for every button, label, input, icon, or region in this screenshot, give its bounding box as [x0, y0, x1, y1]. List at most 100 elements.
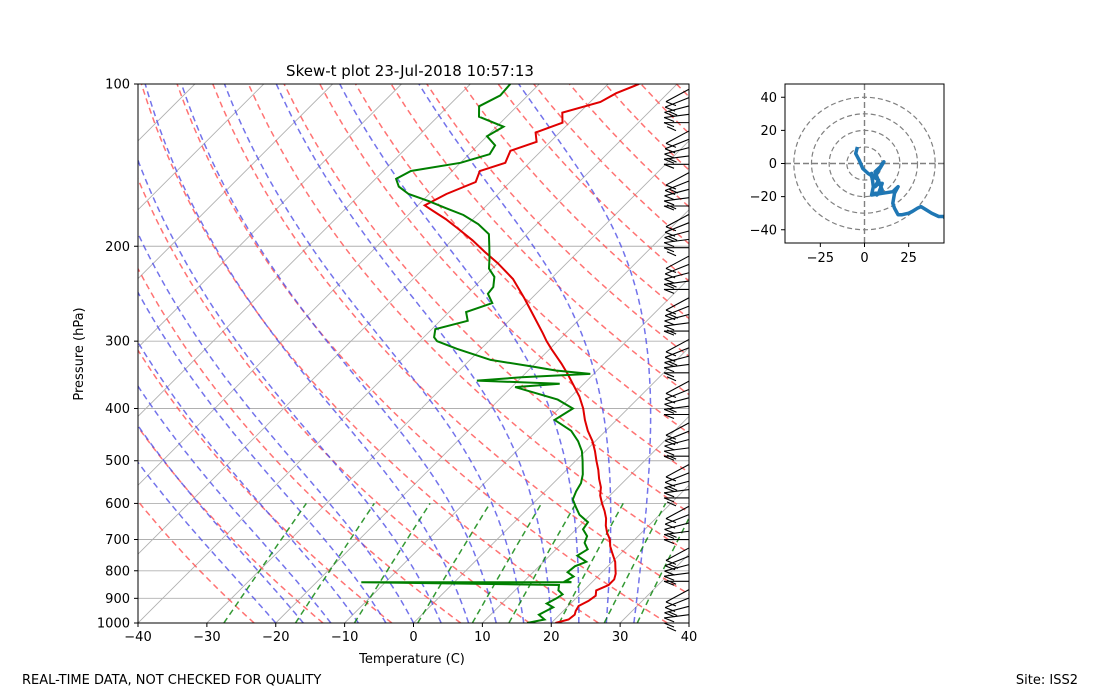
wind-barb-flag — [664, 195, 675, 201]
wind-barb-flag — [667, 532, 677, 538]
wind-barb-staff — [665, 422, 690, 436]
wind-barb-flag — [664, 153, 675, 159]
wind-barb-flag — [663, 163, 675, 169]
wind-barb-staff — [665, 338, 690, 353]
wind-barb-flag — [663, 450, 675, 456]
moist-adiabat — [339, 84, 580, 623]
wind-barb-flag — [663, 205, 675, 211]
wind-barb-staff — [664, 397, 690, 405]
x-axis-label: Temperature (C) — [358, 652, 465, 667]
dry-adiabat — [138, 177, 531, 623]
wind-barb-flag — [665, 226, 677, 232]
wind-barb-staff — [664, 322, 690, 327]
wind-barb-staff — [664, 97, 690, 108]
dry-adiabat — [640, 84, 689, 135]
wind-barb-flag — [664, 565, 676, 571]
wind-barb-flag — [663, 408, 675, 414]
moist-adiabat — [138, 290, 387, 623]
hodograph-trace — [853, 146, 944, 221]
x-tick-label: 40 — [681, 630, 698, 645]
wind-barb-staff — [664, 347, 690, 358]
isotherm-line — [138, 84, 333, 280]
hodograph-x-tick-label: 25 — [900, 251, 917, 266]
isotherm-line — [275, 209, 689, 623]
wind-barb-staff — [664, 197, 690, 202]
skewt-panel: −40 −30 −20 −10 0 10 20 30 40 1000 900 800 700 600 50… — [72, 62, 698, 667]
x-tick-label: 30 — [612, 630, 629, 645]
wind-barb-flag — [664, 320, 675, 326]
wind-barb-flag — [663, 330, 675, 336]
wind-barb-flag — [666, 376, 677, 382]
y-tick-label: 900 — [105, 592, 130, 607]
hodograph-ring — [810, 113, 919, 214]
wind-barb-flag — [664, 445, 675, 451]
isotherm-line — [138, 84, 402, 349]
wind-barb-flag — [663, 288, 675, 294]
mixing-ratio-line — [471, 503, 543, 623]
skewt-series — [361, 84, 640, 623]
wind-barb-staff — [664, 147, 690, 155]
wind-barb-flag — [665, 142, 677, 148]
wind-barb-flag — [663, 455, 675, 461]
hodograph-y-tick-label: 0 — [769, 157, 777, 172]
wind-barb-flag — [667, 407, 677, 413]
isotherm-line — [688, 622, 689, 623]
mixing-ratio-line — [223, 502, 307, 623]
moist-adiabat — [144, 84, 470, 623]
wind-barb-flag — [665, 601, 677, 607]
wind-barb-staff — [664, 263, 690, 275]
dry-adiabat — [568, 84, 689, 208]
wind-barb-flag — [664, 111, 675, 117]
chart-title: Skew-t plot 23-Jul-2018 10:57:13 — [286, 62, 534, 80]
wind-barb-staff — [664, 489, 690, 494]
isotherm-line — [138, 84, 540, 486]
dry-adiabat — [390, 84, 689, 396]
hodograph-y-tick-label: −40 — [750, 223, 777, 238]
hodograph-x-tick-label: 0 — [860, 251, 868, 266]
dry-adiabat — [533, 84, 689, 245]
wind-barb-flag — [663, 413, 675, 420]
wind-barb-flag — [668, 313, 679, 319]
wind-barb-staff — [665, 213, 690, 228]
x-tick-label: −10 — [331, 630, 358, 645]
wind-barb-flag — [664, 148, 676, 154]
mixing-ratio-line — [417, 503, 491, 623]
wind-barb-flag — [665, 184, 677, 190]
wind-barb-flag — [666, 204, 677, 210]
wind-barbs — [663, 88, 690, 632]
wind-barb-staff — [665, 505, 690, 520]
dry-adiabat — [138, 425, 324, 623]
isotherm-line — [138, 84, 609, 555]
wind-barb-staff — [664, 113, 690, 119]
dry-adiabat — [426, 84, 689, 358]
wind-barb-flag — [665, 518, 677, 524]
mixing-ratio-line — [636, 516, 689, 623]
moist-adiabat — [138, 461, 277, 623]
wind-barb-flag — [664, 612, 675, 618]
dry-adiabat — [675, 84, 689, 98]
wind-barb-flag — [667, 610, 678, 617]
temperature-line — [422, 84, 640, 623]
hodograph-y-tick-label: 20 — [760, 124, 777, 139]
wind-barb-staff — [665, 589, 690, 603]
moist-adiabat — [223, 84, 525, 623]
x-tick-label: 20 — [543, 630, 560, 645]
wind-barb-flag — [664, 398, 676, 404]
wind-barb-staff — [664, 272, 690, 280]
wind-barb-flag — [668, 438, 679, 444]
wind-barb-flag — [666, 251, 677, 257]
wind-barb-flag — [665, 309, 677, 315]
wind-barb-flag — [663, 122, 675, 128]
wind-barb-flag — [664, 278, 675, 284]
y-tick-label: 400 — [105, 402, 130, 417]
wind-barb-flag — [664, 403, 675, 409]
wind-barb-flag — [663, 117, 675, 123]
wind-barb-flag — [665, 434, 677, 440]
wind-barb-flag — [667, 110, 678, 116]
wind-barb-staff — [665, 464, 690, 478]
wind-barb-flag — [667, 157, 677, 163]
wind-barb-flag — [663, 200, 675, 206]
x-tick-label: 10 — [474, 630, 491, 645]
y-tick-label: 600 — [105, 497, 130, 512]
wind-barb-flag — [663, 622, 675, 628]
